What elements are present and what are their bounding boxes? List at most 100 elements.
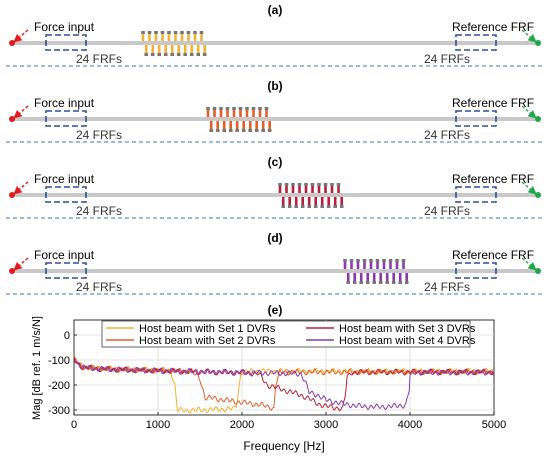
force-arrow (13, 181, 29, 195)
x-tick-label: 1000 (146, 419, 170, 431)
frf-box-left (45, 110, 87, 127)
reference-point (535, 268, 541, 274)
dvr-top-cap (382, 259, 386, 262)
force-arrow (13, 105, 29, 119)
reference-point (535, 192, 541, 198)
reference-frf-label: Reference FRF (452, 20, 534, 34)
reference-point (535, 116, 541, 122)
dvr-bottom-cap (404, 281, 409, 284)
dvr-bottom-cap (359, 281, 363, 284)
dvr-top-cap (278, 183, 282, 186)
x-tick-label: 4000 (398, 419, 422, 431)
series-lines (73, 355, 495, 414)
dvr-top-cap (245, 107, 249, 110)
dvr-top-cap (297, 183, 302, 186)
legend-entry: Host beam with Set 3 DVRs (339, 323, 476, 335)
dvr-bottom-cap (248, 129, 252, 132)
dvr-bottom-cap (222, 129, 226, 132)
legend-entry: Host beam with Set 4 DVRs (339, 335, 476, 347)
panel-c: (c) Force input Reference FRF 24 FRFs 24 FRF… (6, 155, 544, 219)
dvr-bottom-cap (391, 281, 396, 284)
dvr-bottom-cap (365, 281, 370, 284)
dvr-bottom-cap (170, 53, 174, 56)
dvr-bottom-cap (157, 53, 161, 56)
dvr-bottom-cap (183, 53, 187, 56)
panel-b: (b) Force input Reference FRF 24 FRFs 24 FRF… (6, 79, 544, 143)
reference-arrow (521, 29, 537, 43)
reference-frf-label: Reference FRF (452, 248, 534, 262)
dvr-bottom-cap (189, 53, 194, 56)
dvr-bottom-cap (333, 205, 337, 208)
frf-count-left: 24 FRFs (76, 204, 122, 218)
dvr-bottom-cap (372, 281, 376, 284)
dvr-top-cap (343, 259, 347, 262)
frf-box-right (455, 34, 497, 51)
force-point (9, 192, 15, 198)
frf-box-right (455, 262, 497, 279)
dvr-bottom-cap (346, 281, 350, 284)
dvr-bottom-cap (352, 281, 357, 284)
x-tick-label: 0 (71, 419, 77, 431)
dvr-bottom-cap (163, 53, 168, 56)
dvr-bottom-cap (144, 53, 148, 56)
reference-arrow (521, 257, 537, 271)
dvr-top-cap (310, 183, 315, 186)
dvr-top-cap (369, 259, 373, 262)
dvr-bottom-cap (313, 205, 318, 208)
dvr-bottom-cap (378, 281, 383, 284)
frf-count-right: 24 FRFs (424, 128, 470, 142)
dvr-top-cap (304, 183, 308, 186)
y-tick-label: -100 (48, 355, 70, 367)
y-tick-label: -200 (48, 380, 70, 392)
reference-arrow (521, 181, 537, 195)
dvr-top-cap (258, 107, 262, 110)
dvr-top-cap (317, 183, 321, 186)
force-point (9, 40, 15, 46)
dvr-top-cap (180, 31, 184, 34)
force-input-label: Force input (34, 96, 95, 110)
panel-label: (d) (267, 231, 282, 245)
dvr-top-cap (395, 259, 399, 262)
frf-count-left: 24 FRFs (76, 280, 122, 294)
dvr-bottom-cap (294, 205, 298, 208)
dvr-top-cap (173, 31, 178, 34)
force-arrow (13, 257, 29, 271)
dvr-top-cap (199, 31, 204, 34)
dvr-top-cap (291, 183, 295, 186)
legend-entry: Host beam with Set 1 DVRs (139, 323, 276, 335)
dvr-top-cap (141, 31, 145, 34)
panel-label: (c) (268, 155, 283, 169)
dvr-bottom-cap (320, 205, 324, 208)
dvr-array (141, 31, 207, 56)
dvr-bottom-cap (176, 53, 181, 56)
force-input-label: Force input (34, 172, 95, 186)
dvr-bottom-cap (398, 281, 402, 284)
dvr-bottom-cap (215, 129, 220, 132)
dvr-top-cap (330, 183, 334, 186)
x-tick-label: 2000 (230, 419, 254, 431)
chart-title: (e) (268, 303, 283, 317)
dvr-top-cap (232, 107, 236, 110)
dvr-top-cap (186, 31, 191, 34)
force-arrow (13, 29, 29, 43)
dvr-bottom-cap (287, 205, 292, 208)
y-tick-labels: 0 -100 -200 -300 (48, 330, 70, 417)
dvr-bottom-cap (385, 281, 389, 284)
reference-arrow (521, 105, 537, 119)
dvr-top-cap (388, 259, 393, 262)
dvr-top-cap (356, 259, 360, 262)
frf-chart: (e) 0 1000 2000 3000 4000 5000 0-100-200-300 … (31, 303, 506, 453)
reference-point (535, 40, 541, 46)
frf-box-left (45, 262, 87, 279)
dvr-top-cap (167, 31, 171, 34)
dvr-top-cap (219, 107, 223, 110)
dvr-top-cap (362, 259, 367, 262)
dvr-array (343, 259, 409, 284)
dvr-bottom-cap (267, 129, 272, 132)
series-line-set-4 (73, 359, 495, 411)
panel-label: (a) (268, 3, 283, 17)
force-point (9, 268, 15, 274)
dvr-top-cap (375, 259, 380, 262)
reference-frf-label: Reference FRF (452, 96, 534, 110)
